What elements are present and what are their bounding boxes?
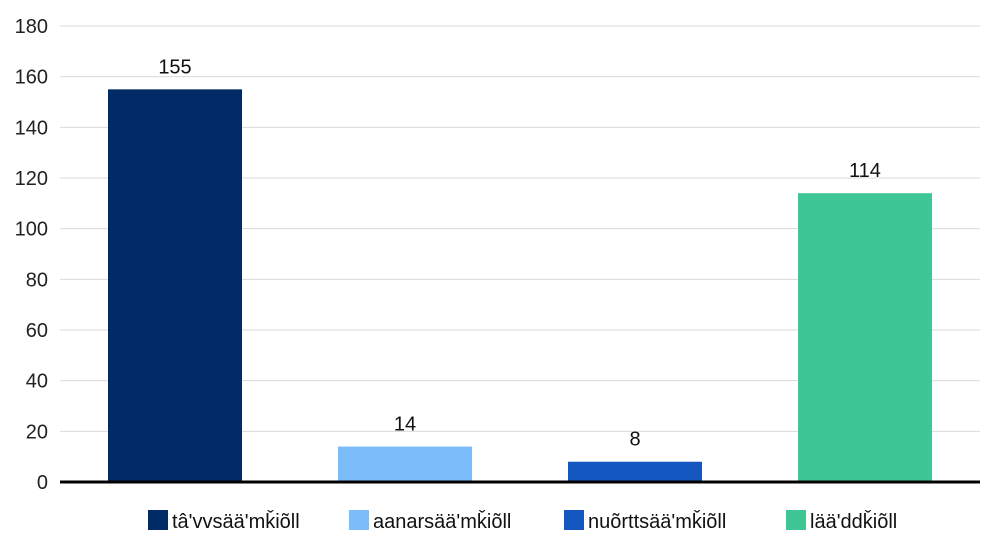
y-tick-label: 120 <box>15 168 48 190</box>
y-tick-label: 40 <box>26 371 48 393</box>
y-tick-label: 100 <box>15 219 48 241</box>
legend-swatch <box>148 510 168 530</box>
legend-swatch <box>786 510 806 530</box>
legend-label: tâ'vvsää'mǩiõll <box>172 510 300 533</box>
bar-2 <box>338 446 472 482</box>
data-label: 8 <box>629 429 640 451</box>
y-tick-label: 60 <box>26 320 48 342</box>
y-tick-label: 160 <box>15 67 48 89</box>
legend: tâ'vvsää'mǩiõll aanarsää'mǩiõll nuõrttsää'… <box>148 510 897 533</box>
bar-3 <box>568 461 702 482</box>
legend-label: nuõrttsää'mǩiõll <box>588 510 726 533</box>
bars <box>108 89 932 482</box>
data-label: 14 <box>394 414 416 436</box>
y-tick-label: 80 <box>26 269 48 291</box>
data-label: 155 <box>158 56 191 78</box>
legend-swatch <box>564 510 584 530</box>
bar-4 <box>798 193 932 482</box>
legend-label: aanarsää'mǩiõll <box>373 510 511 533</box>
data-labels: 155 14 8 114 <box>158 56 881 450</box>
legend-label: lää'ddǩiõll <box>810 510 897 533</box>
legend-swatch <box>349 510 369 530</box>
data-label: 114 <box>849 160 881 182</box>
bar-1 <box>108 89 242 482</box>
y-tick-label: 180 <box>15 16 48 38</box>
y-tick-label: 0 <box>37 472 48 494</box>
y-tick-label: 140 <box>15 117 48 139</box>
y-axis-ticks: 0 20 40 60 80 100 120 140 160 180 <box>15 16 48 494</box>
y-tick-label: 20 <box>26 421 48 443</box>
